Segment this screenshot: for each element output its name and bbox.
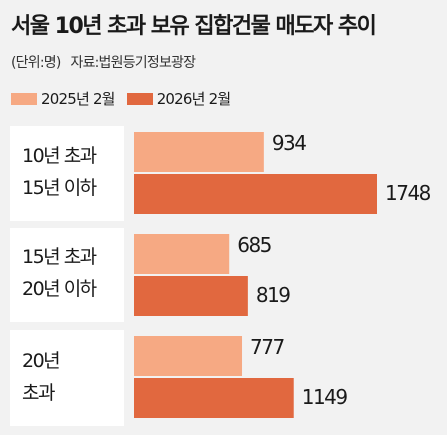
value-label-2026-cat1: 1748 — [385, 181, 431, 205]
legend-swatch-2026 — [126, 92, 153, 105]
legend-label-2025: 2025년 2월 — [41, 90, 115, 108]
bar-2026-cat2 — [134, 276, 248, 316]
bar-2026-cat1 — [134, 174, 377, 214]
category-label-2-line2: 20년 이하 — [22, 278, 97, 300]
bar-2025-cat3 — [134, 336, 243, 376]
bar-2025-cat2 — [134, 234, 230, 274]
legend: 2025년 2월 2026년 2월 — [11, 88, 242, 109]
unit-note: (단위:명) — [11, 55, 61, 71]
legend-item-2026: 2026년 2월 — [126, 88, 231, 109]
category-panel-3 — [10, 330, 124, 426]
chart-title: 서울 10년 초과 보유 집합건물 매도자 추이 — [11, 14, 377, 39]
category-panel-2 — [10, 228, 124, 322]
value-label-2026-cat3: 1149 — [302, 385, 348, 409]
category-label-3-line1: 20년 — [22, 350, 61, 372]
category-label-2-line1: 15년 초과 — [22, 246, 97, 268]
category-label-3: 20년 초과 — [22, 345, 61, 409]
chart-subtitle: (단위:명) 자료:법원등기정보광장 — [11, 52, 196, 72]
category-label-3-line2: 초과 — [22, 382, 55, 404]
category-label-2: 15년 초과 20년 이하 — [22, 241, 97, 305]
value-label-2025-cat2: 685 — [237, 233, 271, 257]
legend-label-2026: 2026년 2월 — [156, 90, 231, 108]
bar-2025-cat1 — [134, 132, 264, 172]
category-label-1: 10년 초과 15년 이하 — [22, 140, 97, 204]
value-label-2026-cat2: 819 — [256, 283, 290, 307]
value-label-2025-cat3: 777 — [250, 335, 284, 359]
legend-swatch-2025 — [11, 92, 37, 105]
value-label-2025-cat1: 934 — [272, 131, 306, 155]
category-panel-1 — [10, 126, 124, 221]
legend-item-2025: 2025년 2월 — [11, 88, 115, 109]
bar-2026-cat3 — [134, 378, 294, 418]
source-note: 자료:법원등기정보광장 — [70, 55, 196, 71]
category-label-1-line1: 10년 초과 — [22, 145, 97, 167]
category-label-1-line2: 15년 이하 — [22, 177, 97, 199]
